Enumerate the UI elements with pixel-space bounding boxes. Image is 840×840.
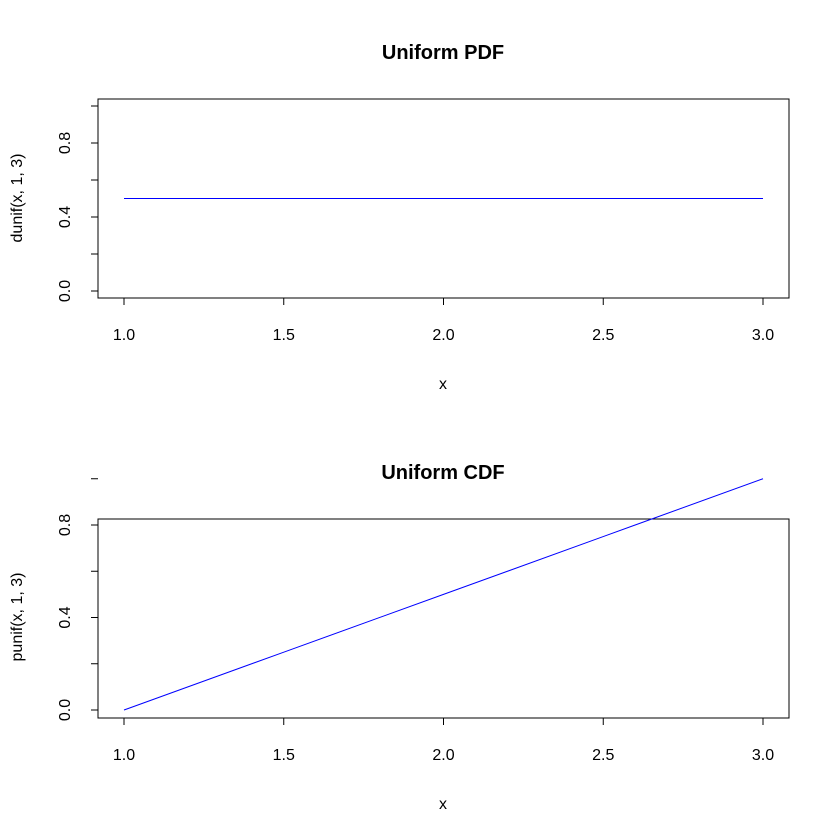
x-tick-label: 3.0	[752, 747, 774, 764]
y-axis-label: dunif(x, 1, 3)	[9, 154, 26, 243]
x-tick-label: 2.0	[432, 747, 454, 764]
x-tick-label: 3.0	[752, 327, 774, 344]
x-tick-label: 2.5	[592, 747, 614, 764]
y-axis: 0.0 0.4 0.8	[57, 132, 74, 302]
y-tick-label: 0.8	[57, 514, 74, 536]
chart-pdf: Uniform PDF 1.0 1.5 2.0 2.5 3.0 0.00.40.8 x …	[9, 42, 790, 393]
x-tick-label: 2.0	[432, 327, 454, 344]
x-tick-label: 1.0	[113, 747, 135, 764]
series-line	[123, 478, 764, 711]
x-tick-label: 1.0	[113, 327, 135, 344]
x-axis-label: x	[439, 796, 447, 813]
y-minor-ticks	[91, 105, 98, 292]
chart-cdf: Uniform CDF 1.0 1.5 2.0 2.5 3.0 0.00.40.8 x …	[9, 462, 790, 813]
y-tick-label: 0.0	[57, 280, 74, 302]
y-axis: 0.0 0.4 0.8	[57, 514, 74, 721]
y-axis-label: punif(x, 1, 3)	[9, 573, 26, 662]
y-tick-label: 0.0	[57, 699, 74, 721]
y-tick-label: 0.4	[57, 606, 74, 628]
x-tick-label: 2.5	[592, 327, 614, 344]
plot-box	[97, 518, 790, 719]
x-axis-label: x	[439, 376, 447, 393]
x-axis: 1.0 1.5 2.0 2.5 3.0	[113, 298, 774, 344]
y-minor-ticks	[91, 478, 98, 711]
chart-title: Uniform PDF	[382, 42, 504, 64]
x-tick-label: 1.5	[273, 327, 295, 344]
y-tick-label: 0.4	[57, 206, 74, 228]
plot-lines	[123, 478, 764, 711]
x-tick-label: 1.5	[273, 747, 295, 764]
x-axis: 1.0 1.5 2.0 2.5 3.0	[113, 718, 774, 764]
chart-title: Uniform CDF	[381, 462, 504, 484]
y-tick-label: 0.8	[57, 132, 74, 154]
